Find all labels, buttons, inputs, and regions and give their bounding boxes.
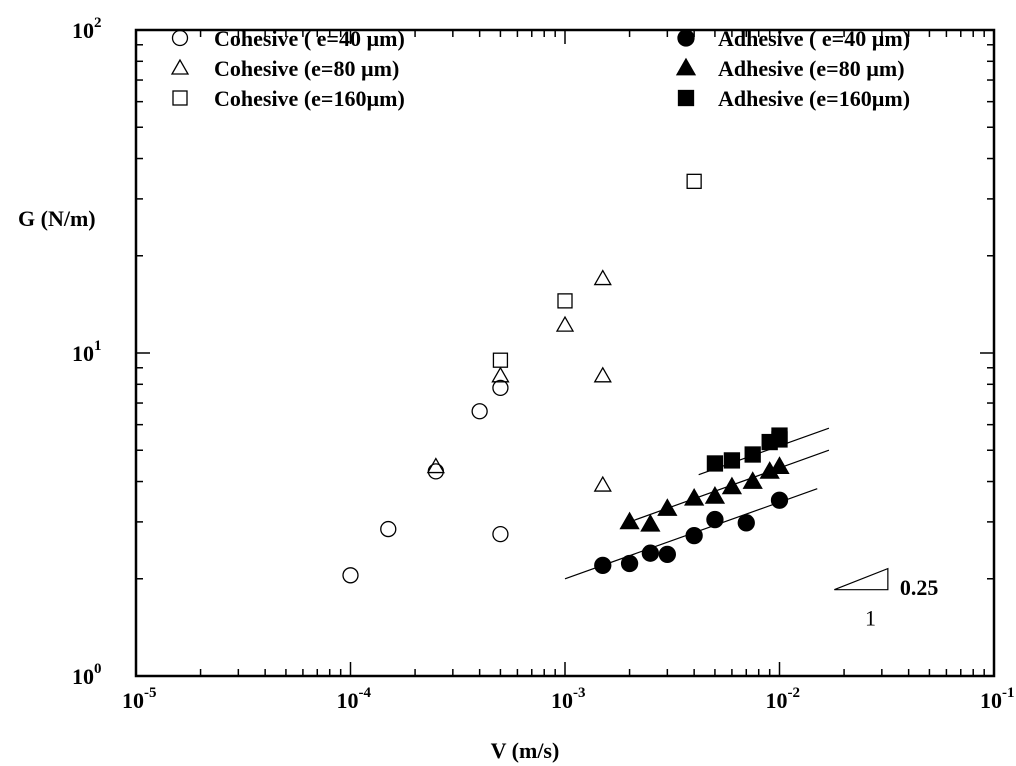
data-point [426, 457, 445, 474]
data-point [557, 293, 573, 309]
data-point [723, 452, 741, 469]
data-point [744, 446, 761, 463]
x-tick-exponent: -5 [144, 685, 157, 701]
x-tick-label: 10-5 [122, 685, 157, 713]
y-tick-exponent: 2 [94, 15, 102, 31]
data-point [769, 456, 790, 474]
legend-adhesive-entry-label: Adhesive (e=80 µm) [718, 56, 905, 81]
data-point [342, 567, 359, 584]
legend-cohesive: Cohesive ( e=40 µm) Cohesive (e=80 µm) Coh… [170, 26, 405, 111]
legend-adhesive-entry-marker [677, 89, 695, 107]
y-tick-exponent: 1 [94, 338, 102, 354]
data-point [555, 315, 575, 332]
plot-axes [134, 28, 996, 678]
legend-adhesive-entry-marker [675, 57, 697, 76]
data-point [593, 475, 612, 492]
x-tick-exponent: -4 [359, 685, 372, 701]
data-point [706, 455, 724, 472]
data-point [742, 471, 763, 489]
data-points [342, 173, 790, 584]
legend-cohesive-entry-label: Cohesive (e=160µm) [214, 86, 405, 111]
data-point [593, 269, 612, 286]
data-point [706, 510, 724, 529]
x-tick-label: 10-1 [980, 685, 1015, 713]
data-point [593, 366, 612, 383]
data-point [380, 520, 397, 538]
legend-adhesive-entry-label: Adhesive ( e=40 µm) [718, 26, 910, 51]
data-point [770, 491, 789, 509]
x-axis-label: V (m/s) [491, 738, 560, 763]
data-point [619, 511, 640, 530]
y-axis-label: G (N/m) [18, 206, 96, 231]
axis-ticks [135, 30, 994, 677]
plot-frame [134, 28, 996, 678]
data-point [641, 544, 660, 562]
legend-adhesive: Adhesive ( e=40 µm) Adhesive (e=80 µm) Adh… [675, 26, 910, 111]
data-point [737, 514, 755, 532]
data-point [640, 513, 661, 532]
data-point [657, 498, 678, 516]
legend-cohesive-entry-marker [171, 29, 189, 47]
data-point [471, 403, 488, 420]
legend-cohesive-entry-marker [172, 90, 188, 106]
data-point [492, 352, 509, 368]
data-point [684, 487, 705, 506]
legend-adhesive-entry-marker [677, 29, 695, 47]
data-point [427, 463, 445, 480]
y-tick-label: 102 [72, 15, 102, 43]
data-point [704, 486, 726, 504]
slope-triangle-shape [834, 567, 889, 591]
x-tick-exponent: -2 [788, 685, 801, 701]
slope-run-label: 1 [865, 606, 876, 631]
x-tick-label: 10-3 [551, 685, 586, 713]
data-point [771, 427, 788, 444]
data-point [492, 379, 509, 397]
data-point [685, 526, 703, 545]
data-point [620, 554, 639, 573]
data-point [658, 545, 676, 564]
data-point [492, 525, 509, 543]
data-point [594, 556, 612, 575]
slope-triangle: 0.25 1 [834, 567, 939, 631]
legend-cohesive-entry-label: Cohesive (e=80 µm) [214, 56, 399, 81]
data-point [721, 476, 743, 495]
data-point [686, 173, 702, 189]
data-point [491, 366, 510, 383]
x-tick-label: 10-2 [766, 685, 801, 713]
legend-adhesive-entry-label: Adhesive (e=160µm) [718, 86, 910, 111]
slope-rise-label: 0.25 [900, 575, 939, 600]
x-tick-exponent: -1 [1002, 685, 1015, 701]
y-tick-label: 100 [72, 661, 102, 689]
x-tick-exponent: -3 [573, 685, 586, 701]
legend-cohesive-entry-marker [170, 58, 190, 75]
x-tick-label: 10-4 [337, 685, 372, 713]
y-tick-label: 101 [72, 338, 102, 366]
y-tick-exponent: 0 [94, 661, 102, 677]
legend-cohesive-entry-label: Cohesive ( e=40 µm) [214, 26, 405, 51]
